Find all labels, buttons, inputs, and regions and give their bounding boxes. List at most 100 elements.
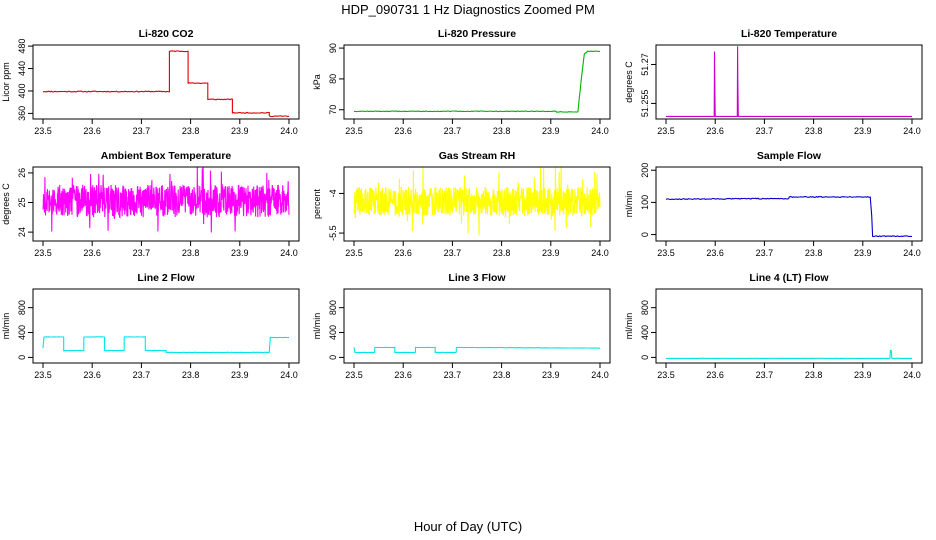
figure-title: HDP_090731 1 Hz Diagnostics Zoomed PM bbox=[341, 2, 595, 17]
x-tick-label: 23.7 bbox=[756, 370, 774, 380]
x-tick-label: 24.0 bbox=[903, 370, 921, 380]
y-axis-label: ml/min bbox=[624, 313, 634, 340]
y-tick-label: -4 bbox=[328, 189, 338, 197]
panel-title: Line 2 Flow bbox=[137, 272, 195, 284]
x-tick-label: 24.0 bbox=[280, 248, 298, 258]
y-tick-label: 0 bbox=[640, 232, 650, 237]
y-axis-label: Licor ppm bbox=[1, 62, 11, 102]
x-tick-label: 23.9 bbox=[231, 248, 249, 258]
y-tick-label: 400 bbox=[640, 325, 650, 340]
y-tick-label: 400 bbox=[17, 325, 27, 340]
y-tick-label: 26 bbox=[17, 168, 27, 178]
y-tick-label: 0 bbox=[328, 355, 338, 360]
plot-frame bbox=[343, 288, 611, 364]
y-axis-label: percent bbox=[312, 188, 322, 219]
x-tick-label: 23.5 bbox=[345, 126, 363, 136]
plot-frame bbox=[32, 166, 300, 242]
x-tick-label: 23.8 bbox=[182, 370, 200, 380]
y-tick-label: 800 bbox=[640, 300, 650, 315]
series-line bbox=[353, 50, 600, 113]
x-tick-label: 23.7 bbox=[133, 126, 151, 136]
figure-xlabel: Hour of Day (UTC) bbox=[414, 519, 522, 534]
series-line bbox=[42, 167, 290, 233]
panel-title: Li-820 CO2 bbox=[139, 28, 194, 40]
x-tick-label: 23.7 bbox=[133, 370, 151, 380]
plot-frame bbox=[655, 288, 923, 364]
panel-6: Line 2 Flow ml/min 23.5 23.6 23.7 23.8 23.9 24.… bbox=[1, 272, 300, 380]
plot-frame bbox=[343, 166, 611, 242]
x-tick-label: 23.8 bbox=[805, 370, 823, 380]
panel-3: Ambient Box Temperature degrees C 23.5 23.6… bbox=[1, 150, 300, 258]
y-tick-label: 200 bbox=[640, 163, 650, 178]
x-tick-label: 23.8 bbox=[493, 248, 511, 258]
panel-8: Line 4 (LT) Flow ml/min 23.5 23.6 23.7 23.8 23… bbox=[624, 272, 923, 380]
plot-frame bbox=[655, 166, 923, 242]
x-tick-label: 23.6 bbox=[394, 370, 412, 380]
y-axis-label: degrees C bbox=[624, 61, 634, 103]
x-tick-label: 23.9 bbox=[854, 126, 872, 136]
x-tick-label: 23.8 bbox=[493, 370, 511, 380]
y-tick-label: 0 bbox=[17, 355, 27, 360]
plot-frame bbox=[32, 44, 300, 120]
y-axis-label: ml/min bbox=[624, 191, 634, 218]
x-tick-label: 23.9 bbox=[231, 370, 249, 380]
x-tick-label: 23.6 bbox=[394, 126, 412, 136]
y-tick-label: 100 bbox=[640, 195, 650, 210]
y-tick-label: 400 bbox=[17, 83, 27, 98]
panel-4: Gas Stream RH percent 23.5 23.6 23.7 23.8 23.9… bbox=[312, 150, 611, 258]
y-tick-label: 360 bbox=[17, 106, 27, 121]
x-tick-label: 23.9 bbox=[854, 248, 872, 258]
x-tick-label: 23.5 bbox=[657, 370, 675, 380]
x-tick-label: 23.8 bbox=[493, 126, 511, 136]
y-tick-label: 480 bbox=[17, 39, 27, 54]
y-tick-label: 90 bbox=[328, 43, 338, 53]
y-tick-label: 800 bbox=[17, 300, 27, 315]
y-tick-label: 51.255 bbox=[640, 90, 650, 118]
x-tick-label: 23.9 bbox=[542, 126, 560, 136]
series-line bbox=[666, 349, 913, 359]
y-axis-label: kPa bbox=[312, 74, 322, 90]
x-tick-label: 23.8 bbox=[805, 126, 823, 136]
series-line bbox=[42, 50, 290, 118]
series-line bbox=[665, 195, 913, 238]
x-tick-label: 24.0 bbox=[591, 126, 609, 136]
y-axis-label: ml/min bbox=[1, 313, 11, 340]
x-tick-label: 23.5 bbox=[34, 126, 52, 136]
series-line bbox=[353, 167, 601, 236]
y-tick-label: 24 bbox=[17, 227, 27, 237]
x-tick-label: 23.9 bbox=[854, 370, 872, 380]
panel-1: Li-820 Pressure kPa 23.5 23.6 23.7 23.8 23.9 24… bbox=[312, 28, 611, 136]
x-tick-label: 23.6 bbox=[394, 248, 412, 258]
x-tick-label: 23.6 bbox=[706, 370, 724, 380]
x-tick-label: 23.7 bbox=[444, 126, 462, 136]
x-tick-label: 23.6 bbox=[706, 248, 724, 258]
x-tick-label: 23.6 bbox=[83, 370, 101, 380]
plot-frame bbox=[343, 44, 611, 120]
panel-7: Line 3 Flow ml/min 23.5 23.6 23.7 23.8 23.9 24.… bbox=[312, 272, 611, 380]
x-tick-label: 23.8 bbox=[182, 126, 200, 136]
x-tick-label: 23.6 bbox=[83, 126, 101, 136]
x-tick-label: 23.5 bbox=[345, 248, 363, 258]
x-tick-label: 23.7 bbox=[756, 248, 774, 258]
panel-grid: Li-820 CO2 Licor ppm 23.5 23.6 23.7 23.8 23.9 2… bbox=[1, 28, 923, 380]
x-tick-label: 23.9 bbox=[542, 248, 560, 258]
y-tick-label: 25 bbox=[17, 198, 27, 208]
y-tick-label: 0 bbox=[640, 355, 650, 360]
panel-title: Line 3 Flow bbox=[448, 272, 506, 284]
x-tick-label: 23.8 bbox=[805, 248, 823, 258]
plot-frame bbox=[655, 44, 923, 120]
series-line bbox=[666, 46, 912, 117]
x-tick-label: 23.7 bbox=[756, 126, 774, 136]
series-line bbox=[42, 335, 290, 354]
x-tick-label: 23.6 bbox=[83, 248, 101, 258]
x-tick-label: 23.5 bbox=[657, 126, 675, 136]
x-tick-label: 23.7 bbox=[444, 248, 462, 258]
x-tick-label: 23.7 bbox=[133, 248, 151, 258]
x-tick-label: 23.7 bbox=[444, 370, 462, 380]
y-tick-label: 440 bbox=[17, 61, 27, 76]
x-tick-label: 23.6 bbox=[706, 126, 724, 136]
x-tick-label: 23.5 bbox=[34, 248, 52, 258]
y-tick-label: 80 bbox=[328, 74, 338, 84]
x-tick-label: 23.9 bbox=[542, 370, 560, 380]
